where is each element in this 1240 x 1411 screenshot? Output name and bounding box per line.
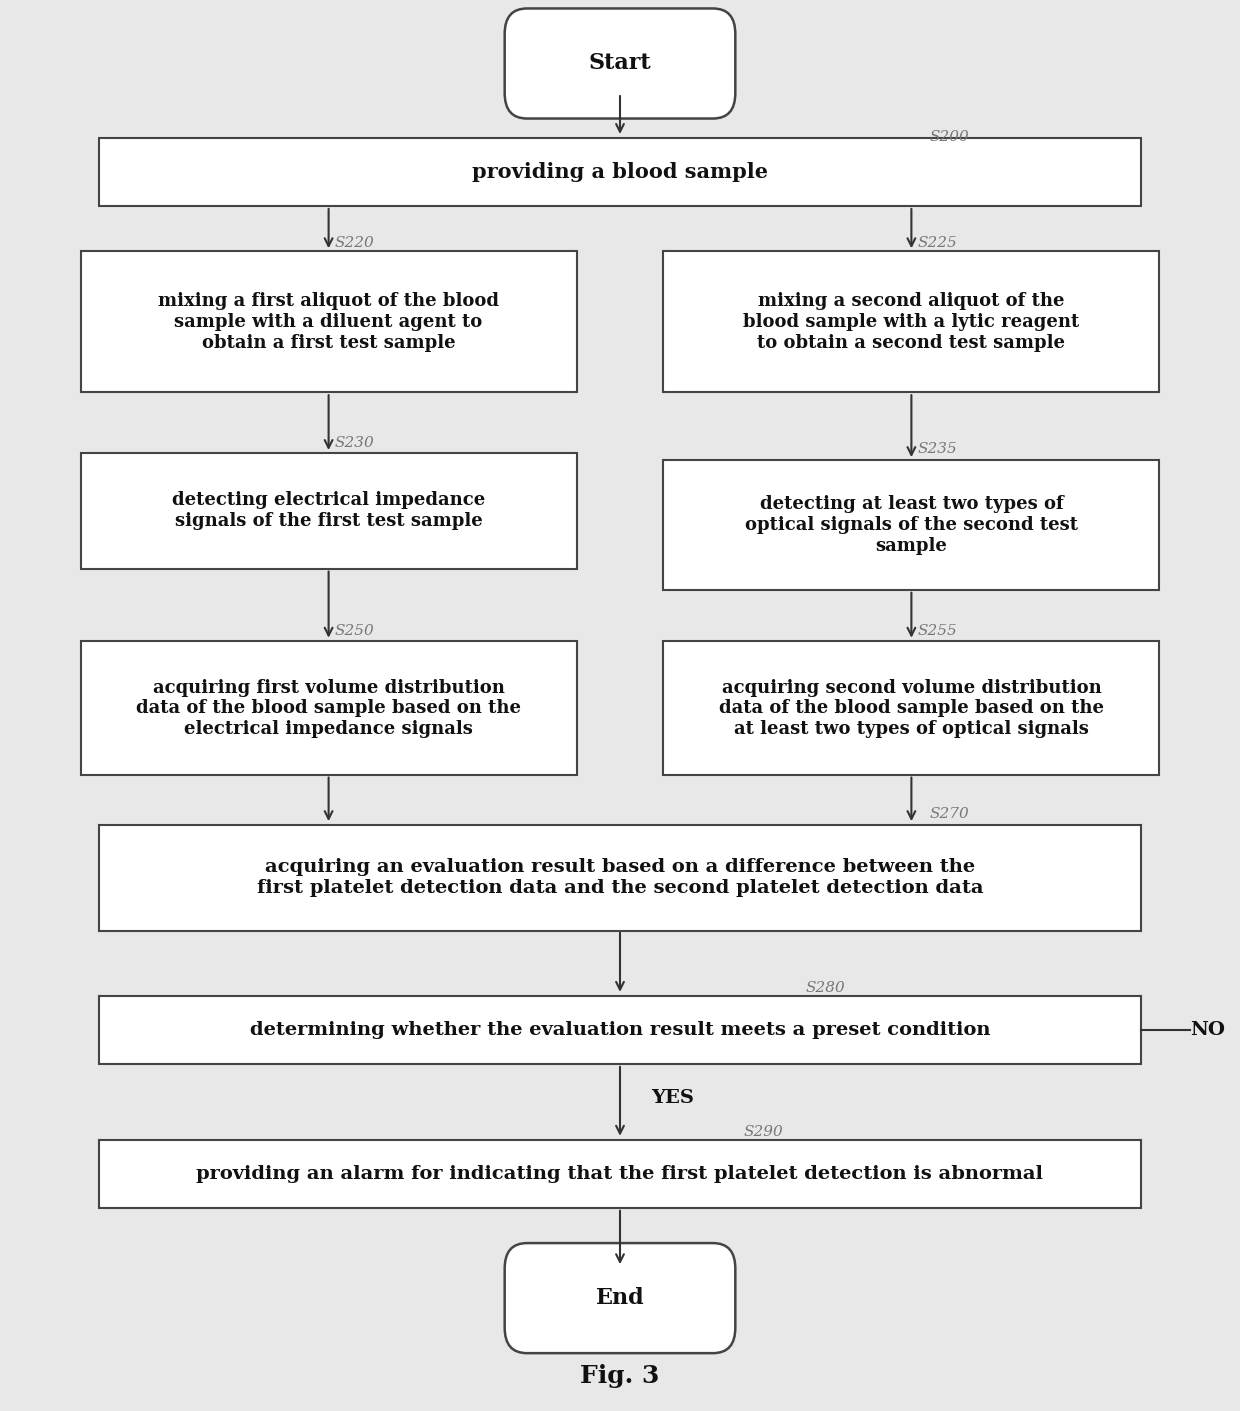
Text: S250: S250: [335, 624, 374, 638]
Text: S225: S225: [918, 236, 957, 250]
FancyBboxPatch shape: [81, 641, 577, 776]
Text: detecting electrical impedance
signals of the first test sample: detecting electrical impedance signals o…: [172, 491, 485, 531]
FancyBboxPatch shape: [505, 8, 735, 119]
FancyBboxPatch shape: [663, 641, 1159, 776]
Text: detecting at least two types of
optical signals of the second test
sample: detecting at least two types of optical …: [745, 495, 1078, 555]
Text: End: End: [595, 1287, 645, 1309]
FancyBboxPatch shape: [99, 824, 1141, 931]
Text: S200: S200: [930, 130, 970, 144]
Text: YES: YES: [651, 1089, 694, 1106]
FancyBboxPatch shape: [663, 460, 1159, 590]
Text: S280: S280: [806, 981, 846, 995]
Text: mixing a second aliquot of the
blood sample with a lytic reagent
to obtain a sec: mixing a second aliquot of the blood sam…: [743, 292, 1080, 351]
Text: providing an alarm for indicating that the first platelet detection is abnormal: providing an alarm for indicating that t…: [196, 1165, 1044, 1182]
Text: determining whether the evaluation result meets a preset condition: determining whether the evaluation resul…: [249, 1022, 991, 1038]
Text: mixing a first aliquot of the blood
sample with a diluent agent to
obtain a firs: mixing a first aliquot of the blood samp…: [159, 292, 498, 351]
Text: S220: S220: [335, 236, 374, 250]
Text: acquiring first volume distribution
data of the blood sample based on the
electr: acquiring first volume distribution data…: [136, 679, 521, 738]
FancyBboxPatch shape: [99, 996, 1141, 1064]
FancyBboxPatch shape: [99, 1140, 1141, 1208]
Text: providing a blood sample: providing a blood sample: [472, 162, 768, 182]
FancyBboxPatch shape: [81, 251, 577, 392]
Text: S235: S235: [918, 442, 957, 456]
Text: S290: S290: [744, 1125, 784, 1139]
FancyBboxPatch shape: [99, 138, 1141, 206]
Text: Start: Start: [589, 52, 651, 75]
FancyBboxPatch shape: [663, 251, 1159, 392]
FancyBboxPatch shape: [505, 1243, 735, 1353]
Text: S270: S270: [930, 807, 970, 821]
Text: acquiring second volume distribution
data of the blood sample based on the
at le: acquiring second volume distribution dat…: [719, 679, 1104, 738]
Text: acquiring an evaluation result based on a difference between the
first platelet : acquiring an evaluation result based on …: [257, 858, 983, 897]
Text: S255: S255: [918, 624, 957, 638]
FancyBboxPatch shape: [81, 453, 577, 569]
Text: Fig. 3: Fig. 3: [580, 1363, 660, 1388]
Text: S230: S230: [335, 436, 374, 450]
Text: NO: NO: [1190, 1022, 1225, 1038]
